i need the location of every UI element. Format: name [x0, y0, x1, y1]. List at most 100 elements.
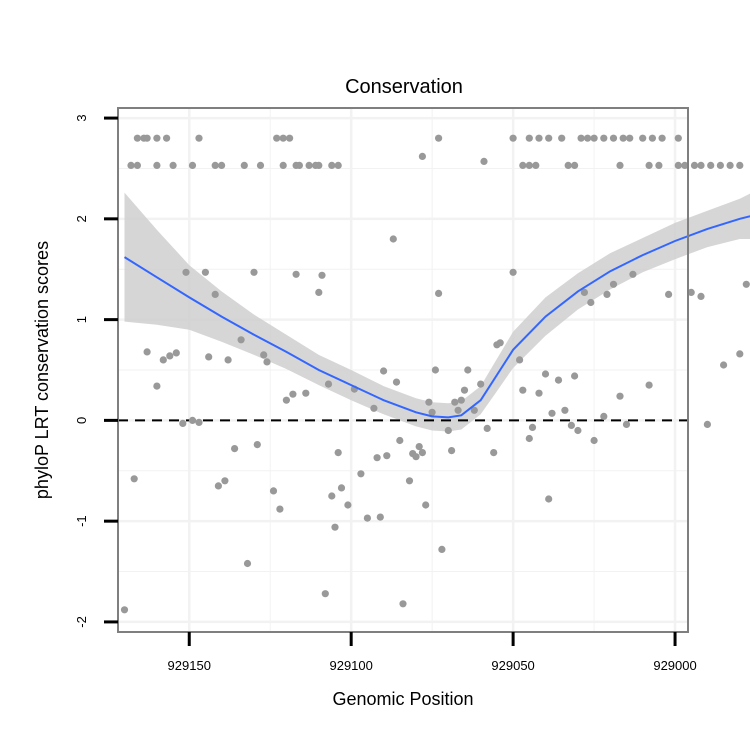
data-point — [282, 396, 290, 404]
data-point — [279, 161, 287, 169]
data-point — [405, 477, 414, 485]
data-point — [263, 358, 271, 366]
data-point — [444, 426, 452, 435]
data-point — [163, 134, 171, 142]
data-point — [571, 161, 579, 169]
y-tick-label: -1 — [74, 515, 89, 527]
data-point — [535, 134, 543, 142]
data-point — [541, 370, 550, 378]
data-point — [315, 288, 323, 296]
data-point — [600, 134, 608, 142]
data-point — [221, 477, 229, 485]
data-point — [509, 134, 517, 142]
data-point — [302, 389, 310, 397]
data-point — [120, 606, 129, 614]
data-point — [389, 235, 397, 243]
data-point — [655, 161, 663, 169]
data-point — [153, 134, 161, 142]
data-point — [286, 134, 294, 142]
data-point — [726, 161, 734, 169]
data-point — [577, 134, 585, 142]
data-point — [373, 454, 381, 462]
data-point — [532, 161, 540, 169]
data-point — [211, 290, 219, 298]
data-point — [182, 268, 190, 276]
data-point — [153, 382, 161, 390]
y-tick-label: -2 — [74, 616, 89, 628]
data-point — [435, 289, 443, 297]
data-point — [269, 487, 278, 495]
data-point — [195, 418, 203, 426]
data-point — [548, 409, 556, 417]
data-point — [250, 268, 258, 276]
data-point — [418, 449, 426, 457]
data-point — [143, 348, 151, 356]
data-point — [133, 161, 141, 169]
data-point — [337, 484, 346, 492]
data-point — [383, 452, 391, 460]
data-point — [392, 378, 401, 386]
y-axis: -2 -1 0 1 2 3 — [74, 114, 118, 628]
data-point — [716, 161, 725, 169]
data-point — [645, 381, 653, 389]
data-point — [674, 134, 682, 142]
data-point — [357, 470, 365, 478]
smooth-trend-line — [123, 215, 750, 419]
data-point — [736, 161, 744, 169]
data-point — [273, 134, 281, 142]
data-point — [525, 161, 533, 169]
data-point — [292, 270, 300, 278]
data-point — [305, 161, 313, 169]
data-point — [587, 298, 595, 307]
data-point — [561, 406, 569, 414]
data-point — [697, 161, 705, 169]
data-point — [153, 161, 161, 169]
data-point — [231, 445, 239, 453]
data-point — [279, 134, 287, 142]
data-point — [396, 436, 404, 445]
data-point — [609, 280, 618, 288]
data-point — [256, 161, 265, 169]
data-point — [324, 380, 333, 388]
data-point — [629, 270, 637, 278]
data-point — [260, 351, 268, 359]
data-point — [584, 134, 592, 142]
data-point — [344, 501, 352, 509]
data-point — [370, 404, 378, 412]
data-point — [205, 353, 213, 361]
data-point — [159, 356, 167, 364]
data-point — [519, 161, 527, 169]
grid-lines — [118, 108, 688, 632]
x-axis-label: Genomic Position — [332, 689, 473, 709]
data-point — [720, 361, 728, 369]
data-point — [253, 441, 261, 449]
data-point — [496, 339, 504, 347]
data-point — [418, 152, 426, 160]
data-point — [509, 268, 517, 276]
data-point — [179, 419, 187, 427]
data-point — [143, 134, 151, 142]
data-point — [483, 424, 491, 432]
data-point — [574, 426, 582, 435]
data-point — [211, 161, 219, 169]
data-point — [412, 453, 420, 461]
y-axis-label: phyloP LRT conservation scores — [32, 241, 52, 499]
data-point — [697, 292, 705, 300]
data-point — [580, 288, 589, 296]
data-point — [609, 134, 618, 142]
data-point — [127, 161, 135, 169]
data-point — [363, 514, 371, 522]
x-tick-label: 929150 — [168, 658, 211, 673]
data-point — [438, 545, 446, 554]
data-point — [276, 505, 284, 513]
data-point — [460, 386, 469, 394]
data-point — [133, 134, 141, 142]
y-tick-label: 0 — [74, 417, 89, 424]
data-point — [639, 134, 647, 142]
data-point — [525, 434, 533, 443]
data-point — [328, 161, 336, 169]
data-point — [240, 161, 248, 169]
data-point — [195, 134, 203, 142]
data-point — [558, 134, 566, 142]
